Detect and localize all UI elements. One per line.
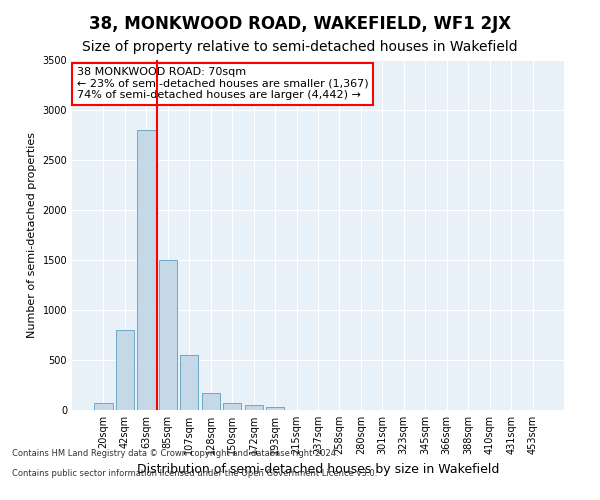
Bar <box>180 355 199 410</box>
Bar <box>137 130 155 410</box>
Text: 38, MONKWOOD ROAD, WAKEFIELD, WF1 2JX: 38, MONKWOOD ROAD, WAKEFIELD, WF1 2JX <box>89 15 511 33</box>
Bar <box>159 260 177 410</box>
Bar <box>223 402 241 410</box>
Text: Contains public sector information licensed under the Open Government Licence v3: Contains public sector information licen… <box>12 468 377 477</box>
Y-axis label: Number of semi-detached properties: Number of semi-detached properties <box>27 132 37 338</box>
Bar <box>245 405 263 410</box>
Bar <box>202 392 220 410</box>
Text: Size of property relative to semi-detached houses in Wakefield: Size of property relative to semi-detach… <box>82 40 518 54</box>
Text: Contains HM Land Registry data © Crown copyright and database right 2024.: Contains HM Land Registry data © Crown c… <box>12 448 338 458</box>
Bar <box>266 407 284 410</box>
Bar <box>94 402 113 410</box>
X-axis label: Distribution of semi-detached houses by size in Wakefield: Distribution of semi-detached houses by … <box>137 462 499 475</box>
Bar <box>116 330 134 410</box>
Text: 38 MONKWOOD ROAD: 70sqm
← 23% of semi-detached houses are smaller (1,367)
74% of: 38 MONKWOOD ROAD: 70sqm ← 23% of semi-de… <box>77 67 368 100</box>
